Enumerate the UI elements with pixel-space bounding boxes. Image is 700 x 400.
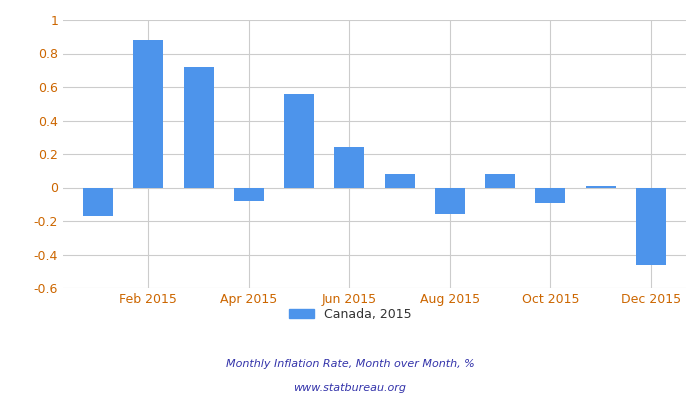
Bar	[133, 40, 164, 188]
Bar	[284, 94, 314, 188]
Bar	[536, 188, 566, 202]
Bar	[234, 188, 264, 201]
Text: www.statbureau.org: www.statbureau.org	[293, 383, 407, 393]
Bar	[636, 188, 666, 264]
Bar	[83, 188, 113, 216]
Bar	[485, 174, 515, 188]
Bar	[335, 147, 365, 188]
Text: Monthly Inflation Rate, Month over Month, %: Monthly Inflation Rate, Month over Month…	[225, 359, 475, 369]
Bar	[183, 67, 214, 188]
Bar	[435, 188, 465, 214]
Legend: Canada, 2015: Canada, 2015	[284, 303, 416, 326]
Bar	[384, 174, 414, 188]
Bar	[585, 186, 616, 188]
